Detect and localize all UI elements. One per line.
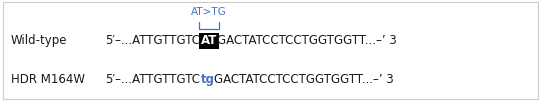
Text: 5′–...ATTGTTGTC: 5′–...ATTGTTGTC bbox=[105, 34, 201, 47]
Text: AT>TG: AT>TG bbox=[191, 7, 227, 17]
Text: GACTATCCTCCTGGTGGTT...–’ 3: GACTATCCTCCTGGTGGTT...–’ 3 bbox=[214, 73, 394, 86]
Text: 5′–...ATTGTTGTC: 5′–...ATTGTTGTC bbox=[105, 73, 201, 86]
Text: Wild-type: Wild-type bbox=[11, 34, 67, 47]
Text: GACTATCCTCCTGGTGGTT...–’ 3: GACTATCCTCCTGGTGGTT...–’ 3 bbox=[217, 34, 397, 47]
Text: tg: tg bbox=[201, 73, 214, 86]
Text: AT: AT bbox=[201, 34, 217, 47]
Text: HDR M164W: HDR M164W bbox=[11, 73, 85, 86]
